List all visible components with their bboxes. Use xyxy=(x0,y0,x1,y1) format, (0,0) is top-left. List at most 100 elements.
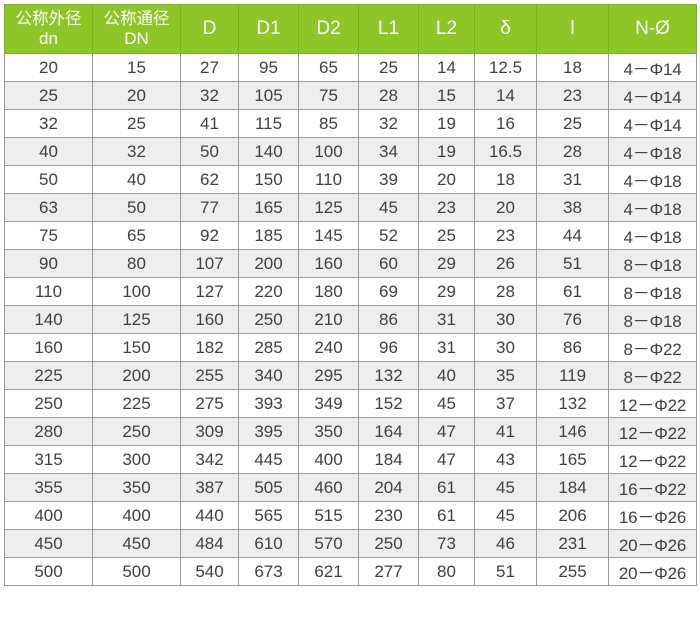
cell-nominal-outer-diameter: 90 xyxy=(4,249,93,278)
cell-nominal-outer-diameter: 500 xyxy=(4,557,93,586)
cell-d2: 515 xyxy=(298,501,359,530)
cell-delta: 30 xyxy=(474,333,537,362)
cell-delta: 26 xyxy=(474,249,537,278)
cell-delta: 28 xyxy=(474,277,537,306)
cell-d2: 100 xyxy=(298,137,359,166)
cell-n-phi: 8－Φ18 xyxy=(608,305,697,334)
cell-delta: 30 xyxy=(474,305,537,334)
table-header: 公称外径 dn 公称通径 DN D D1 D2 L1 L2 δ l N-Ø xyxy=(4,4,697,54)
cell-l1: 184 xyxy=(358,445,419,474)
cell-l1: 32 xyxy=(358,109,419,138)
cell-l2: 45 xyxy=(418,389,475,418)
cell-nominal-bore-diameter: 125 xyxy=(92,305,181,334)
cell-d1: 185 xyxy=(238,221,299,250)
cell-nominal-outer-diameter: 400 xyxy=(4,501,93,530)
cell-d1: 610 xyxy=(238,529,299,558)
cell-d1: 393 xyxy=(238,389,299,418)
cell-l2: 20 xyxy=(418,165,475,194)
cell-l2: 73 xyxy=(418,529,475,558)
cell-n-phi: 4－Φ18 xyxy=(608,137,697,166)
cell-l2: 80 xyxy=(418,557,475,586)
cell-l1: 250 xyxy=(358,529,419,558)
cell-l1: 164 xyxy=(358,417,419,446)
cell-delta: 43 xyxy=(474,445,537,474)
table-row: 90 80 107 200 160 60 29 26 51 8－Φ18 xyxy=(4,249,697,278)
cell-n-phi: 16－Φ26 xyxy=(608,501,697,530)
cell-d1: 115 xyxy=(238,109,299,138)
cell-n-phi: 20－Φ26 xyxy=(608,529,697,558)
cell-d2: 125 xyxy=(298,193,359,222)
cell-d2: 145 xyxy=(298,221,359,250)
cell-n-phi: 12－Φ22 xyxy=(608,389,697,418)
cell-n-phi: 8－Φ18 xyxy=(608,249,697,278)
cell-l2: 19 xyxy=(418,109,475,138)
cell-l2: 61 xyxy=(418,473,475,502)
cell-d: 107 xyxy=(180,249,239,278)
table-row: 280 250 309 395 350 164 47 41 146 12－Φ22 xyxy=(4,417,697,446)
table-row: 32 25 41 115 85 32 19 16 25 4－Φ14 xyxy=(4,109,697,138)
cell-d: 92 xyxy=(180,221,239,250)
cell-nominal-bore-diameter: 50 xyxy=(92,193,181,222)
cell-n-phi: 20－Φ26 xyxy=(608,557,697,586)
table-row: 315 300 342 445 400 184 47 43 165 12－Φ22 xyxy=(4,445,697,474)
cell-l1: 34 xyxy=(358,137,419,166)
cell-d: 182 xyxy=(180,333,239,362)
table-row: 400 400 440 565 515 230 61 45 206 16－Φ26 xyxy=(4,501,697,530)
cell-d1: 340 xyxy=(238,361,299,390)
table-row: 140 125 160 250 210 86 31 30 76 8－Φ18 xyxy=(4,305,697,334)
cell-delta: 45 xyxy=(474,473,537,502)
cell-d: 41 xyxy=(180,109,239,138)
cell-d1: 250 xyxy=(238,305,299,334)
cell-delta: 23 xyxy=(474,221,537,250)
cell-d1: 285 xyxy=(238,333,299,362)
cell-nominal-bore-diameter: 225 xyxy=(92,389,181,418)
column-header-l1: L1 xyxy=(358,4,419,54)
cell-l1: 96 xyxy=(358,333,419,362)
cell-nominal-bore-diameter: 65 xyxy=(92,221,181,250)
cell-small-l: 165 xyxy=(536,445,609,474)
cell-delta: 37 xyxy=(474,389,537,418)
cell-nominal-outer-diameter: 75 xyxy=(4,221,93,250)
cell-d: 27 xyxy=(180,53,239,82)
cell-d: 77 xyxy=(180,193,239,222)
cell-d: 255 xyxy=(180,361,239,390)
cell-l2: 47 xyxy=(418,417,475,446)
cell-small-l: 132 xyxy=(536,389,609,418)
cell-d: 127 xyxy=(180,277,239,306)
cell-l1: 132 xyxy=(358,361,419,390)
cell-n-phi: 12－Φ22 xyxy=(608,445,697,474)
cell-nominal-bore-diameter: 40 xyxy=(92,165,181,194)
cell-n-phi: 4－Φ14 xyxy=(608,109,697,138)
column-header-d2: D2 xyxy=(298,4,359,54)
table-row: 160 150 182 285 240 96 31 30 86 8－Φ22 xyxy=(4,333,697,362)
cell-d1: 395 xyxy=(238,417,299,446)
cell-d: 440 xyxy=(180,501,239,530)
cell-n-phi: 8－Φ18 xyxy=(608,277,697,306)
cell-d2: 85 xyxy=(298,109,359,138)
cell-d2: 75 xyxy=(298,81,359,110)
header-row: 公称外径 dn 公称通径 DN D D1 D2 L1 L2 δ l N-Ø xyxy=(4,4,697,54)
cell-small-l: 38 xyxy=(536,193,609,222)
cell-nominal-bore-diameter: 200 xyxy=(92,361,181,390)
cell-nominal-outer-diameter: 315 xyxy=(4,445,93,474)
column-header-latin-label: dn xyxy=(39,28,58,48)
cell-d1: 505 xyxy=(238,473,299,502)
pipe-dimensions-table: 公称外径 dn 公称通径 DN D D1 D2 L1 L2 δ l N-Ø 20 15 27 95 65 25 1… xyxy=(4,4,697,586)
column-header-latin-label: DN xyxy=(124,28,149,48)
cell-l2: 15 xyxy=(418,81,475,110)
cell-small-l: 51 xyxy=(536,249,609,278)
cell-d1: 220 xyxy=(238,277,299,306)
table-row: 50 40 62 150 110 39 20 18 31 4－Φ18 xyxy=(4,165,697,194)
cell-nominal-outer-diameter: 40 xyxy=(4,137,93,166)
cell-l1: 277 xyxy=(358,557,419,586)
cell-d2: 621 xyxy=(298,557,359,586)
column-header-nominal-outer-diameter: 公称外径 dn xyxy=(4,4,93,54)
cell-d: 62 xyxy=(180,165,239,194)
cell-d1: 105 xyxy=(238,81,299,110)
cell-n-phi: 16－Φ22 xyxy=(608,473,697,502)
cell-small-l: 146 xyxy=(536,417,609,446)
cell-nominal-bore-diameter: 100 xyxy=(92,277,181,306)
cell-l1: 86 xyxy=(358,305,419,334)
cell-d1: 95 xyxy=(238,53,299,82)
cell-nominal-outer-diameter: 20 xyxy=(4,53,93,82)
